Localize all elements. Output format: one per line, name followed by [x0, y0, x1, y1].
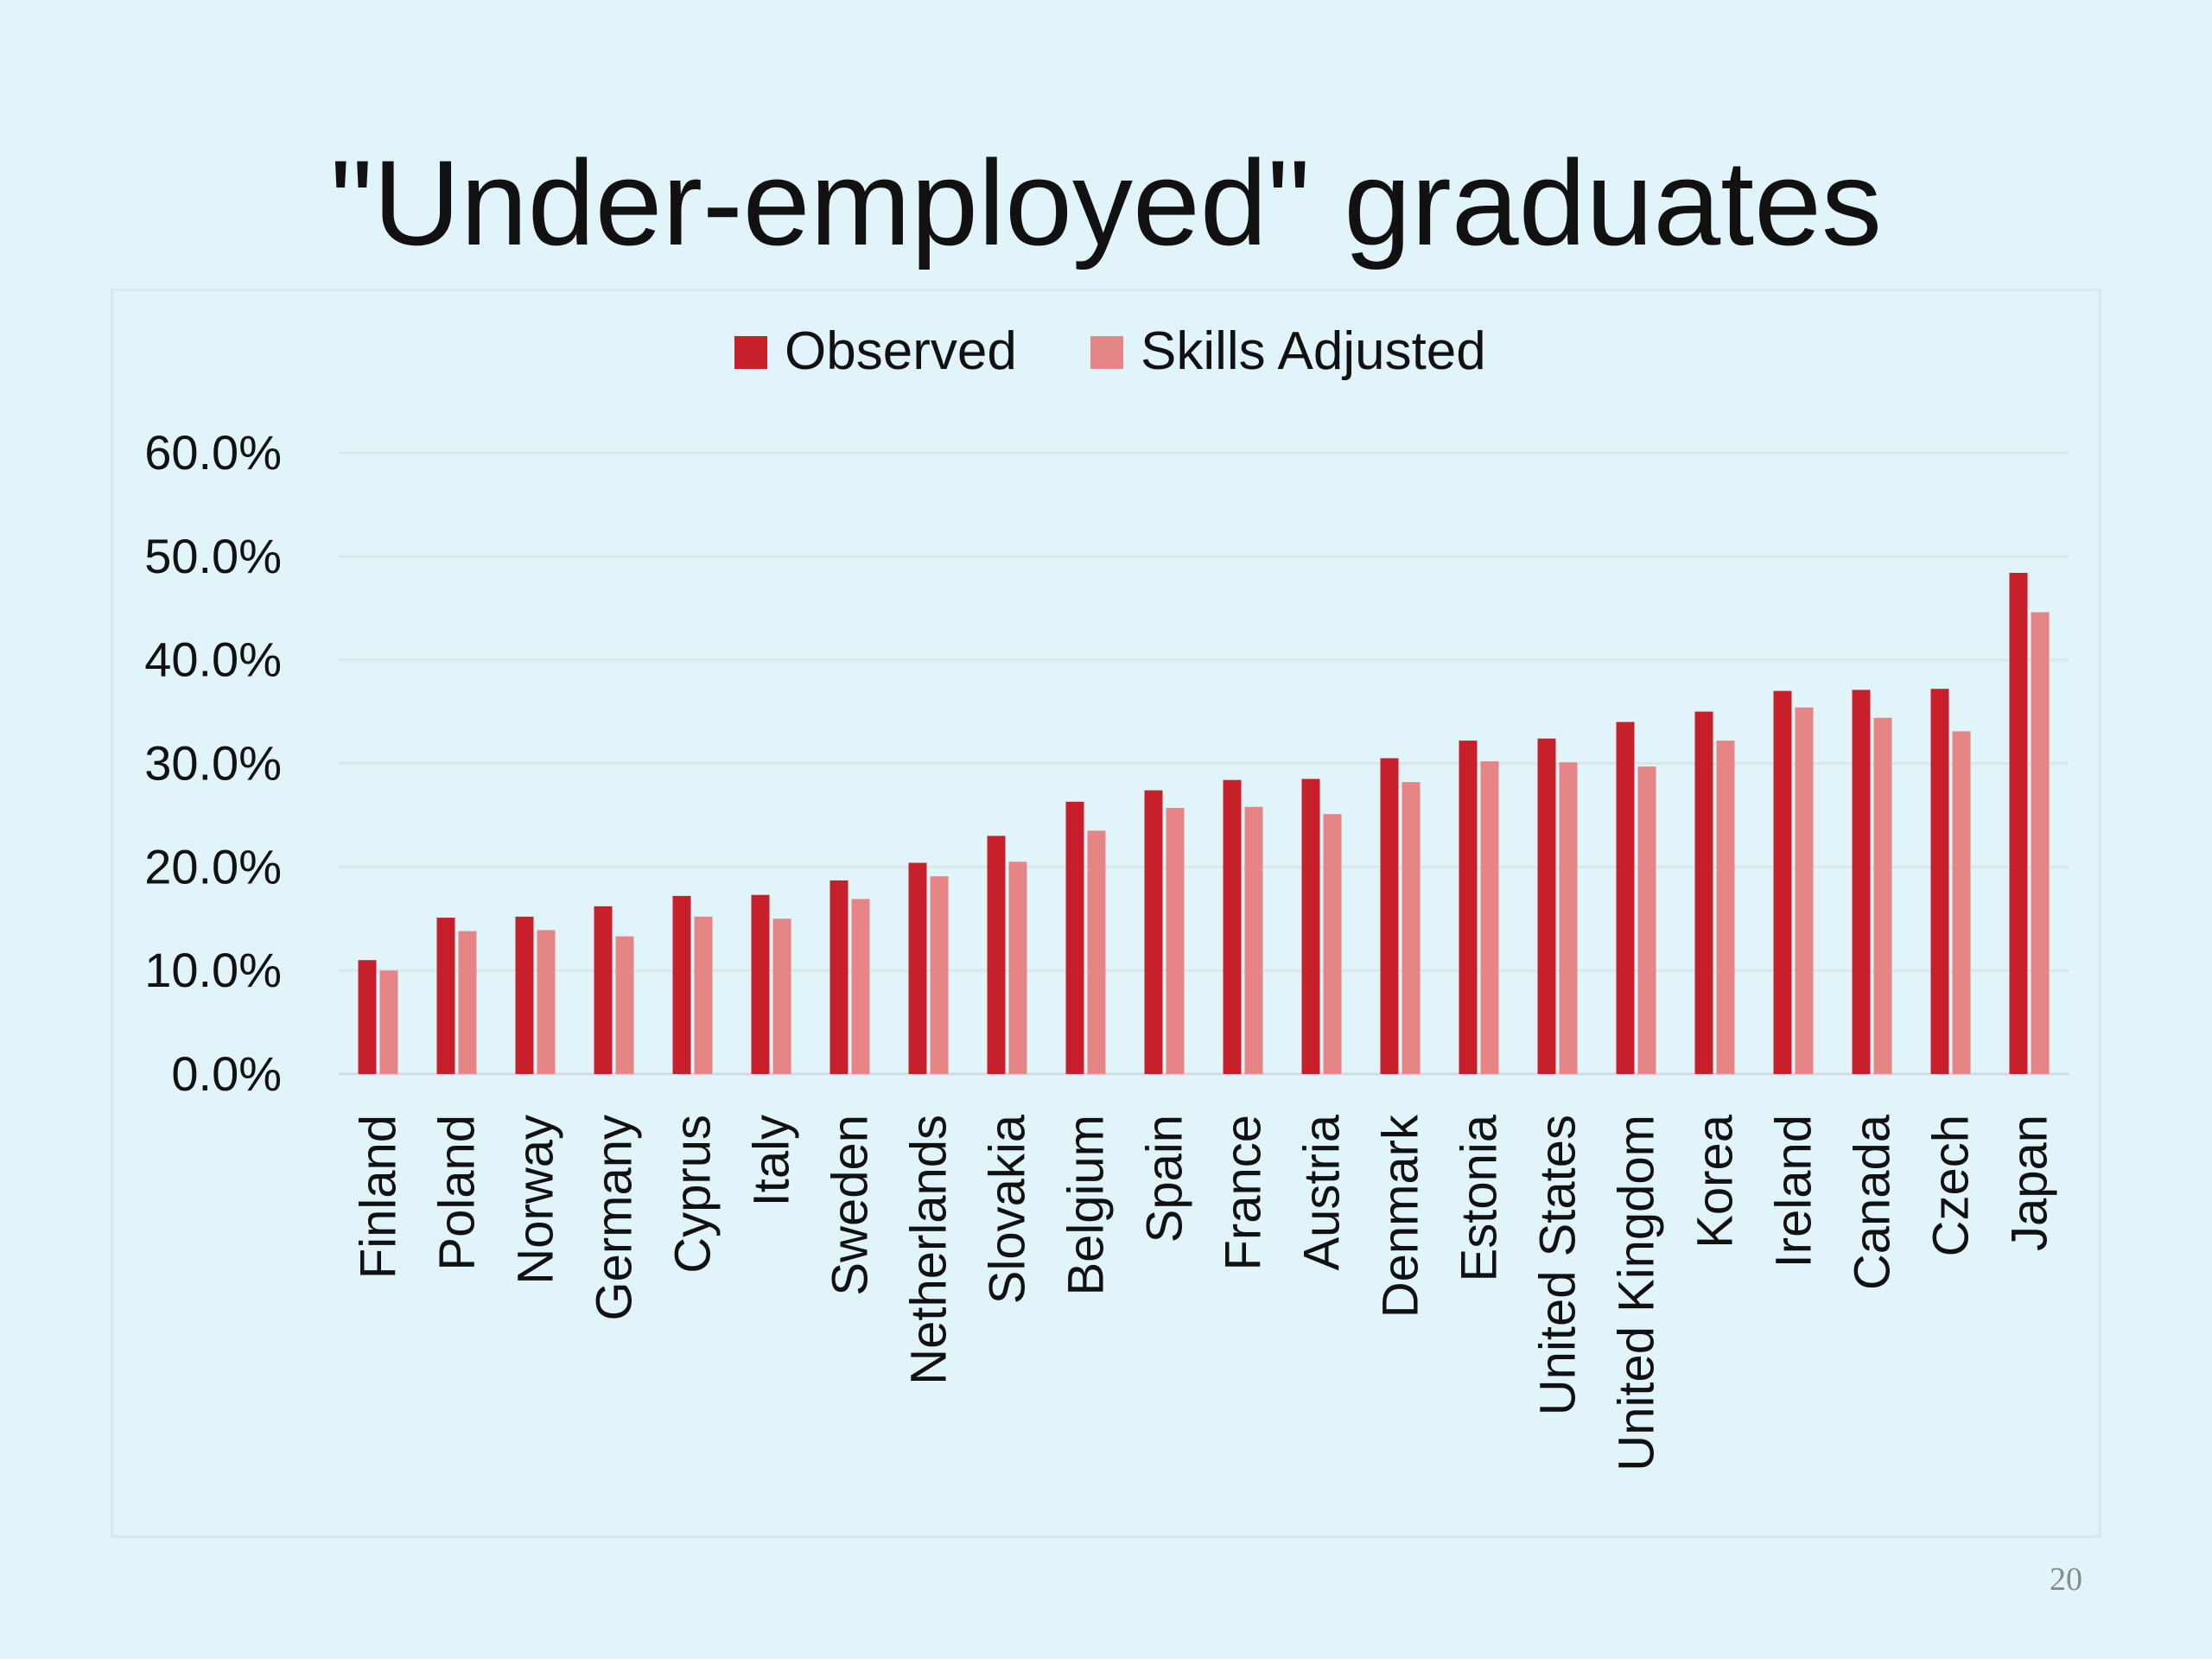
x-tick-label: Finland	[351, 1115, 407, 1279]
bar-skills-adjusted	[694, 916, 713, 1074]
bar-skills-adjusted	[1637, 766, 1656, 1074]
x-tick-label: Norway	[508, 1115, 564, 1285]
y-tick-label: 30.0%	[144, 736, 282, 791]
bar-skills-adjusted	[1402, 782, 1421, 1074]
bar-observed	[1773, 690, 1792, 1074]
x-axis-ticks: Finland Poland Norway Germany Cyprus Italy Swe…	[351, 1114, 2058, 1471]
legend-label: Observed	[785, 321, 1017, 381]
x-tick-label: Canada	[1845, 1114, 1901, 1290]
legend-swatch	[1090, 336, 1123, 369]
bar-observed	[358, 960, 377, 1074]
x-tick-label: Italy	[744, 1115, 800, 1206]
x-tick-label: Japan	[2002, 1115, 2058, 1251]
bar-observed	[1616, 721, 1635, 1074]
bar-observed	[1694, 711, 1713, 1074]
bar-skills-adjusted	[1795, 707, 1814, 1074]
bar-observed	[987, 836, 1006, 1074]
bar-observed	[1537, 738, 1556, 1074]
x-tick-label: Sweden	[823, 1115, 879, 1296]
slide-title: "Under-employed" graduates	[330, 135, 1882, 270]
x-tick-label: Belgium	[1058, 1115, 1115, 1296]
bar-skills-adjusted	[1559, 762, 1578, 1074]
x-tick-label: France	[1216, 1115, 1272, 1271]
legend-item-skills-adjusted: Skills Adjusted	[1090, 321, 1486, 381]
bar-observed	[1144, 790, 1163, 1074]
bar-observed	[1223, 779, 1242, 1074]
x-tick-label: Germany	[587, 1115, 643, 1321]
y-tick-label: 50.0%	[144, 529, 282, 583]
bar-observed	[1930, 689, 1949, 1074]
legend-swatch	[734, 336, 767, 369]
bar-skills-adjusted	[1873, 717, 1892, 1074]
y-axis-ticks: 0.0% 10.0% 20.0% 30.0% 40.0% 50.0% 60.0%	[144, 425, 282, 1101]
bar-skills-adjusted	[537, 930, 556, 1074]
bar-observed	[2009, 573, 2028, 1074]
x-tick-label: Slovakia	[980, 1114, 1036, 1304]
y-tick-label: 60.0%	[144, 425, 282, 480]
y-tick-label: 0.0%	[171, 1046, 282, 1101]
bar-skills-adjusted	[1244, 806, 1263, 1074]
bar-skills-adjusted	[615, 936, 634, 1074]
y-tick-label: 40.0%	[144, 632, 282, 687]
x-tick-label: Denmark	[1373, 1114, 1429, 1318]
bar-observed	[1301, 779, 1320, 1074]
bar-observed	[908, 862, 927, 1074]
y-tick-label: 10.0%	[144, 943, 282, 997]
x-tick-label: Czech	[1923, 1115, 1980, 1256]
bar-skills-adjusted	[1716, 741, 1735, 1074]
bar-observed	[515, 916, 534, 1074]
bar-observed	[672, 895, 691, 1074]
bar-observed	[436, 918, 455, 1074]
bar-observed	[594, 906, 613, 1074]
legend-label: Skills Adjusted	[1141, 321, 1486, 381]
bar-skills-adjusted	[1323, 814, 1342, 1074]
bar-skills-adjusted	[772, 918, 791, 1074]
bar-observed	[1459, 741, 1478, 1074]
legend: Observed Skills Adjusted	[734, 321, 1486, 381]
bar-observed	[751, 894, 770, 1074]
x-tick-label: Netherlands	[901, 1115, 957, 1385]
bar-observed	[830, 880, 849, 1074]
chart-frame	[111, 289, 2101, 1538]
bar-observed	[1380, 758, 1399, 1074]
y-tick-label: 20.0%	[144, 839, 282, 893]
bar-skills-adjusted	[1008, 861, 1027, 1074]
x-tick-label: United States	[1530, 1115, 1586, 1415]
x-tick-label: Spain	[1137, 1115, 1193, 1243]
bars	[358, 573, 2050, 1074]
x-tick-label: Estonia	[1452, 1114, 1508, 1281]
bar-skills-adjusted	[2031, 612, 2050, 1074]
x-tick-label: Cyprus	[665, 1115, 721, 1274]
bar-observed	[1852, 690, 1871, 1074]
bar-observed	[1065, 801, 1084, 1074]
x-tick-label: Poland	[429, 1115, 486, 1271]
page-number: 20	[2050, 1561, 2082, 1598]
bar-skills-adjusted	[930, 876, 949, 1074]
bar-skills-adjusted	[1480, 761, 1499, 1074]
bar-skills-adjusted	[379, 970, 398, 1074]
x-tick-label: United Kingdom	[1609, 1115, 1665, 1471]
bar-skills-adjusted	[851, 899, 870, 1074]
x-tick-label: Austria	[1294, 1114, 1351, 1270]
bar-skills-adjusted	[1166, 808, 1185, 1074]
legend-item-observed: Observed	[734, 321, 1017, 381]
x-tick-label: Ireland	[1766, 1115, 1822, 1268]
bar-skills-adjusted	[1087, 830, 1106, 1074]
bar-skills-adjusted	[458, 931, 477, 1074]
bar-skills-adjusted	[1952, 731, 1971, 1074]
x-tick-label: Korea	[1688, 1114, 1744, 1249]
